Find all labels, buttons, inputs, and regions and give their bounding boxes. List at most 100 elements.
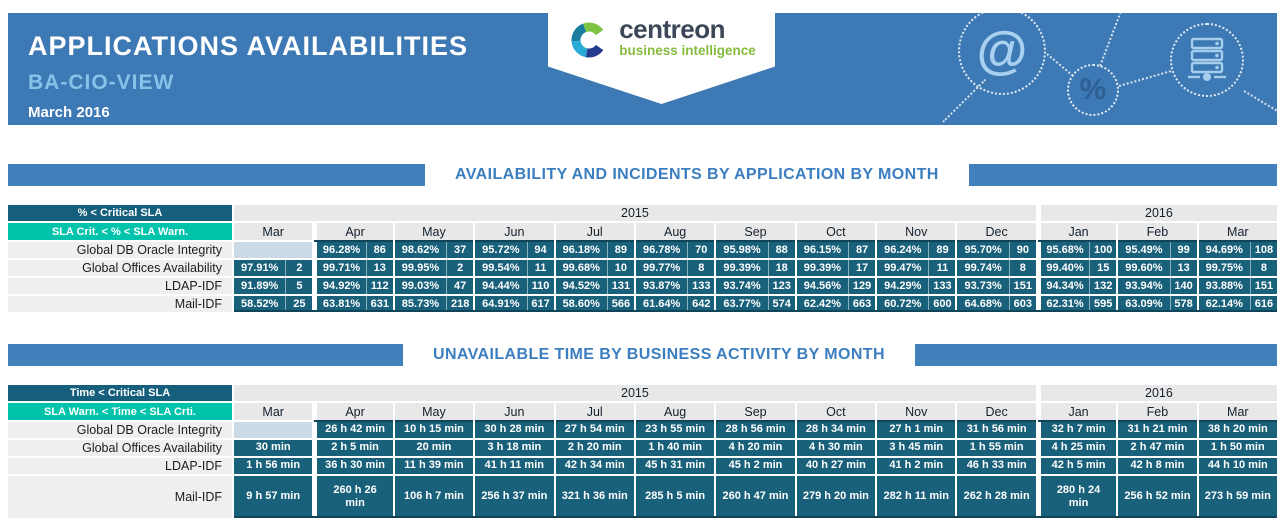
unavailable-time-cell: 45 h 2 min (716, 458, 795, 474)
percent-value: 94.52% (562, 280, 600, 292)
unavailable-time-cell: 31 h 21 min (1118, 422, 1197, 438)
unavailable-time-cell: 1 h 50 min (1198, 440, 1277, 456)
report-titles: APPLICATIONS AVAILABILITIES BA-CIO-VIEW … (28, 31, 468, 121)
logo-texts: centreon business intelligence (619, 16, 756, 58)
availability-cell: 61.64% 642 (635, 296, 715, 312)
incident-count: 90 (1008, 242, 1036, 258)
unavailable-time-cell: 282 h 11 min (877, 476, 956, 518)
unavailable-time-cell: 2 h 20 min (555, 440, 634, 456)
section-unavailable-title-row: UNAVAILABLE TIME BY BUSINESS ACTIVITY BY… (8, 344, 1277, 366)
unavailable-time-cell: 106 h 7 min (394, 476, 474, 518)
table-bottom-rule (234, 310, 1277, 312)
availability-cell: 94.29% 133 (877, 278, 956, 294)
percent-value: 62.14% (1205, 298, 1243, 310)
incident-count: 108 (1249, 242, 1277, 258)
percent-value: 95.98% (723, 244, 761, 256)
month-header: Mar (234, 223, 313, 240)
percent-value: 63.77% (723, 298, 761, 310)
report-subtitle: BA-CIO-VIEW (28, 71, 175, 94)
month-header: Feb (1118, 403, 1197, 420)
unavailable-time-cell: 42 h 8 min (1118, 458, 1197, 474)
centreon-c-icon (571, 22, 604, 58)
unavailable-time-cell: 42 h 5 min (1037, 458, 1117, 474)
percent-value: 93.73% (964, 280, 1002, 292)
table-bottom-rule (234, 516, 1277, 518)
month-header: Sep (716, 223, 795, 240)
incident-count: 86 (365, 242, 393, 258)
unavailable-time-cell: 46 h 33 min (957, 458, 1036, 474)
availability-cell: 95.98% 88 (716, 242, 795, 258)
incident-count: 17 (848, 260, 875, 276)
row-label: Global DB Oracle Integrity (8, 242, 232, 258)
month-header: Aug (635, 403, 715, 420)
unavailable-time-cell: 41 h 11 min (475, 458, 554, 474)
unavailable-time-cell: 273 h 59 min (1198, 476, 1277, 518)
availability-cell: 62.31% 595 (1037, 296, 1117, 312)
incident-count: 47 (446, 278, 473, 294)
incident-count: 99 (1169, 242, 1197, 258)
percent-value: 60.72% (884, 298, 922, 310)
percent-value: 99.47% (884, 262, 922, 274)
percent-value: 95.72% (482, 244, 520, 256)
year-header: 2015 (234, 205, 1036, 221)
unavailable-time-cell: 280 h 24 min (1037, 476, 1117, 518)
percent-value: 95.49% (1125, 244, 1163, 256)
incident-count: 151 (1249, 278, 1277, 294)
server-glyph (1188, 37, 1226, 81)
percent-value: 61.64% (642, 298, 681, 310)
percent-value: 62.31% (1046, 298, 1084, 310)
percent-icon: % (1067, 64, 1119, 116)
sla-critical-legend: % < Critical SLA (8, 205, 232, 221)
availability-cell: 99.60% 13 (1118, 260, 1197, 276)
unavailable-time-cell: 3 h 18 min (475, 440, 554, 456)
availability-cell: 96.24% 89 (877, 242, 956, 258)
unavailable-time-cell: 20 min (394, 440, 474, 456)
title-rule-left (8, 344, 403, 366)
availability-cell: 63.81% 631 (314, 296, 393, 312)
unavailable-time-cell: 1 h 55 min (957, 440, 1036, 456)
availability-cell: 94.69% 108 (1198, 242, 1277, 258)
incident-count: 132 (1089, 278, 1116, 294)
report-title: APPLICATIONS AVAILABILITIES (28, 31, 469, 61)
incident-count: 88 (767, 242, 795, 258)
percent-value: 99.75% (1205, 262, 1243, 274)
incident-count: 218 (446, 296, 473, 312)
row-label: LDAP-IDF (8, 278, 232, 294)
unavailable-time-cell: 28 h 56 min (716, 422, 795, 438)
year-header: 2016 (1037, 385, 1277, 401)
availability-cell: 99.95% 2 (394, 260, 474, 276)
incident-count: 89 (606, 242, 634, 258)
percent-value: 99.40% (1046, 262, 1084, 274)
percent-value: 94.69% (1205, 244, 1243, 256)
percent-value: 99.54% (482, 262, 520, 274)
percent-value: 58.60% (562, 298, 600, 310)
percent-value: 95.68% (1046, 244, 1084, 256)
percent-value: 95.70% (964, 244, 1002, 256)
incident-count: 25 (285, 296, 312, 312)
percent-glyph: % (1079, 73, 1107, 106)
percent-value: 99.77% (642, 262, 681, 274)
unavailable-time-cell: 260 h 47 min (716, 476, 795, 518)
percent-value: 94.92% (322, 280, 361, 292)
availability-cell: 94.92% 112 (314, 278, 393, 294)
incident-count: 2 (285, 260, 312, 276)
incident-count: 8 (1249, 260, 1277, 276)
unavailable-time-cell: 36 h 30 min (314, 458, 393, 474)
incident-count: 133 (687, 278, 714, 294)
availability-cell: 94.56% 129 (796, 278, 876, 294)
availability-cell: 99.40% 15 (1037, 260, 1117, 276)
percent-value: 99.03% (401, 280, 440, 292)
incident-count: 140 (1169, 278, 1197, 294)
row-label: Global Offices Availability (8, 260, 232, 276)
unavailable-time-cell: 3 h 45 min (877, 440, 956, 456)
availability-cell: 96.78% 70 (635, 242, 715, 258)
row-label: LDAP-IDF (8, 458, 232, 474)
incident-count: 112 (365, 278, 393, 294)
incident-count: 617 (526, 296, 554, 312)
year-header: 2016 (1037, 205, 1277, 221)
unavailable-time-cell: 32 h 7 min (1037, 422, 1117, 438)
unavailable-time-cell: 321 h 36 min (555, 476, 634, 518)
availability-section-title: AVAILABILITY AND INCIDENTS BY APPLICATIO… (455, 166, 939, 183)
incident-count: 574 (767, 296, 795, 312)
unavailable-time-cell: 11 h 39 min (394, 458, 474, 474)
